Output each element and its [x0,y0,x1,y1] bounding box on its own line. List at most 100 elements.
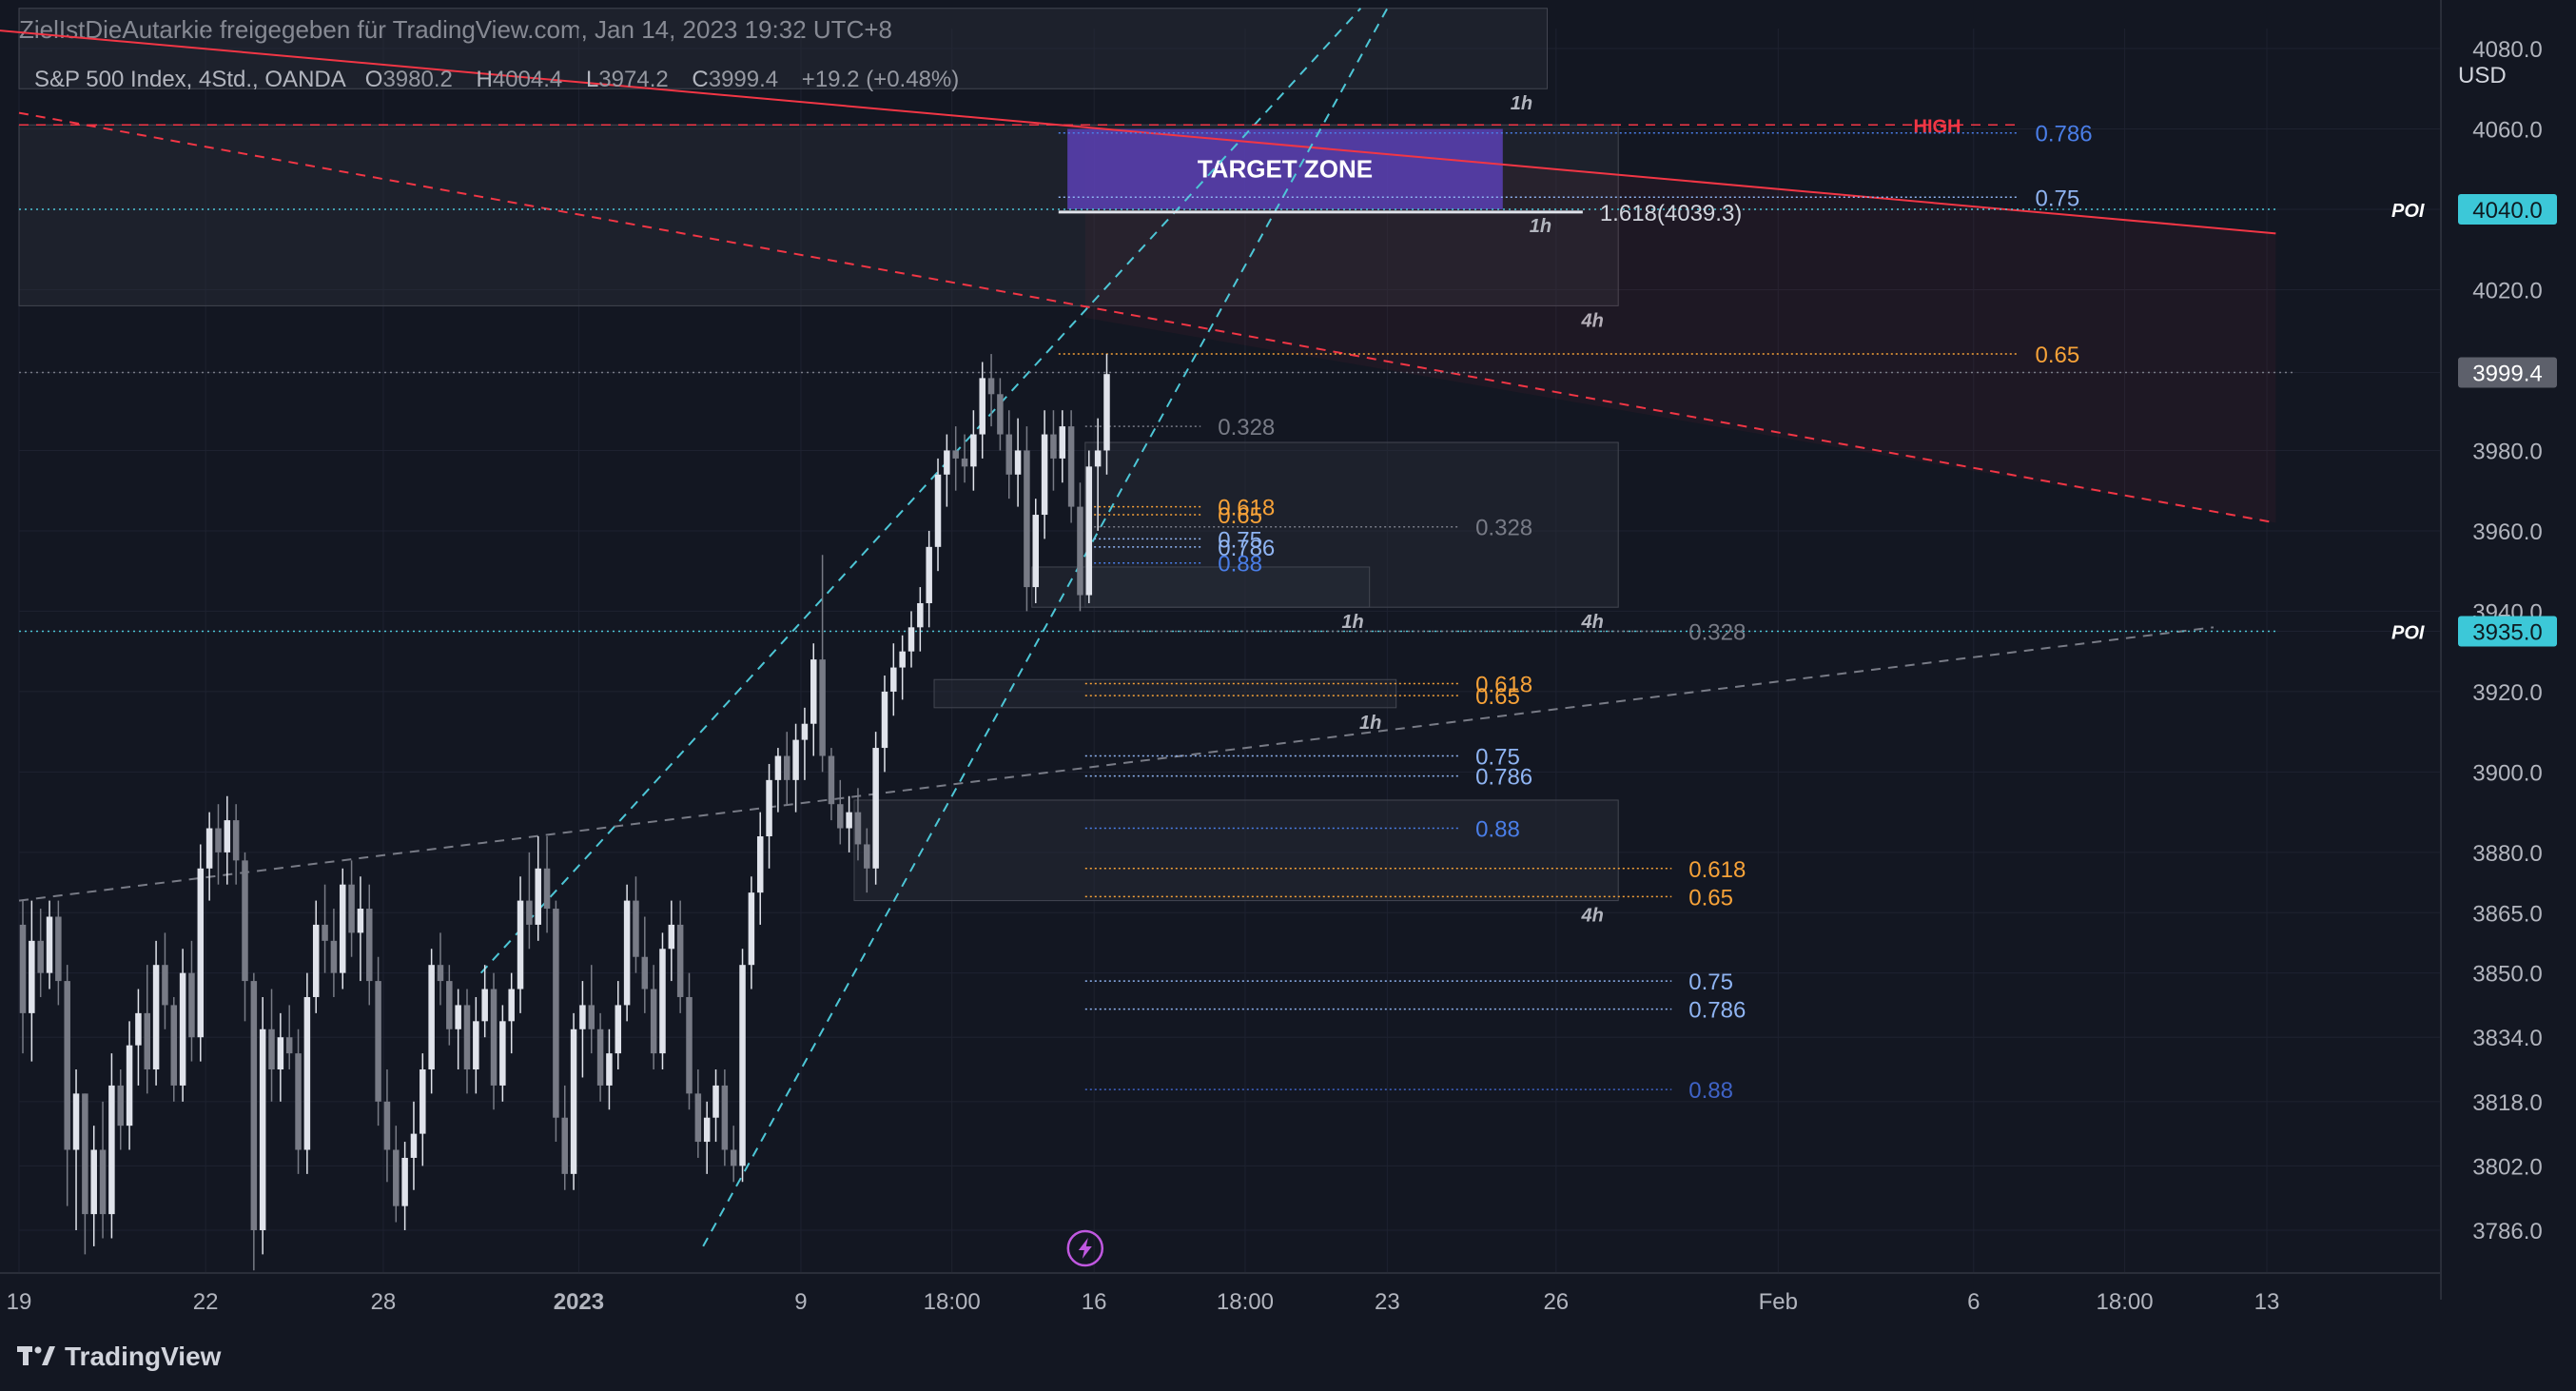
candle-body [1050,434,1057,459]
candle-body [499,1021,506,1086]
brand-name: TradingView [65,1342,222,1371]
legend-high-label: H [476,67,493,92]
candle-body [641,956,649,989]
zone-low-4h-label: 4h [1581,906,1604,927]
candle-body [526,900,533,925]
candle-body [819,659,826,756]
y-tick-label: 3900.0 [2472,760,2542,786]
candle-body [242,860,248,982]
candle-body [676,924,684,997]
candle-body [615,1005,622,1054]
candle-body [987,378,995,395]
y-tick-label: 4020.0 [2472,278,2542,304]
fib-label: 0.618 [1688,857,1746,883]
x-tick-label: 18:00 [924,1289,981,1315]
zone-low-4h [853,799,1619,902]
candle-body [792,739,799,780]
candle-body [366,909,373,982]
candle-body [1103,374,1110,451]
candle-body [322,924,328,941]
candles [19,354,1110,1271]
legend-low-label: L [585,67,599,92]
x-tick-label: 26 [1543,1289,1569,1315]
candle-body [1032,515,1040,588]
zone-top-1h [18,8,1548,89]
grid-lines [18,29,2440,1273]
x-tick-label: 2023 [554,1289,604,1315]
candle-body [295,1053,302,1150]
attribution-header: ZielIstDieAutarkie freigegeben für Tradi… [0,0,2576,61]
candle-body [46,916,53,973]
price-tag [2458,193,2557,225]
fib-label: 0.65 [2036,343,2080,368]
legend-open-label: O [364,67,383,92]
x-tick-label: 19 [7,1289,32,1315]
candle-body [553,909,559,1118]
candle-body [277,1037,284,1070]
candle-body [1014,450,1022,475]
candle-body [1094,450,1102,467]
candle-body [535,868,541,925]
fib-label: 0.88 [1688,1078,1733,1104]
fib-label: 0.618 [1475,672,1532,697]
candle-body [463,1005,471,1070]
candle-body [135,1012,142,1046]
candle-body [837,804,844,829]
candle-body [29,940,35,1013]
zone-mid-4h-label: 4h [1581,612,1604,633]
footer-brand[interactable]: TradingView [17,1342,221,1372]
candle-body [428,965,435,1070]
fib-label: 0.328 [1688,620,1746,646]
candle-body [846,812,852,829]
red-descending-solid [0,29,2276,235]
candle-body [144,1012,151,1070]
candle-body [588,1005,595,1029]
candle-body [285,1037,293,1054]
zone-top-1h-label: 1h [1511,93,1532,114]
gray-ascending-dashed [18,626,2215,902]
y-tick-label: 3980.0 [2472,439,2542,464]
candle-body [224,820,231,852]
fib-label: 0.786 [1475,765,1532,791]
candle-body [481,989,488,1022]
zone-mid-1h-label: 1h [1341,612,1363,633]
cyan-channel-lower [702,8,1389,1247]
tradingview-logo-icon [17,1346,55,1365]
candle-body [410,1133,418,1158]
candle-body [926,546,932,603]
candle-body [650,989,657,1054]
candle-body [82,1093,88,1215]
y-tick-label: 3802.0 [2472,1154,2542,1180]
candle-body [250,981,258,1230]
x-tick-label: 22 [193,1289,219,1315]
candle-body [703,1117,711,1143]
fib-label: 0.328 [1475,516,1532,541]
y-tick-label: 3786.0 [2472,1219,2542,1244]
x-tick-label: 18:00 [1217,1289,1274,1315]
candle-body [961,458,968,467]
candle-body [383,1101,391,1150]
candle-body [162,965,168,1006]
y-tick-label: 3834.0 [2472,1026,2542,1051]
fib-label: 0.75 [1475,745,1520,771]
x-tick-label: 28 [371,1289,397,1315]
fib-label: 0.65 [1688,885,1733,911]
x-tick-label: 23 [1375,1289,1400,1315]
candle-body [508,989,515,1022]
target-level-label: 1.618(4039.3) [1600,201,1742,226]
candle-body [188,972,195,1038]
target-zone-tf-label: 1h [1530,216,1551,237]
fib-label: 0.786 [1688,998,1746,1024]
candle-body [446,981,453,1029]
candle-body [970,434,977,467]
price-tag [2458,616,2557,647]
candle-body [1005,434,1012,475]
candle-body [393,1149,400,1206]
fib-label: 0.75 [2036,186,2080,211]
x-tick-label: 9 [794,1289,807,1315]
candle-body [37,940,44,973]
candle-body [979,378,986,435]
candle-body [748,892,755,966]
candle-body [357,909,364,933]
